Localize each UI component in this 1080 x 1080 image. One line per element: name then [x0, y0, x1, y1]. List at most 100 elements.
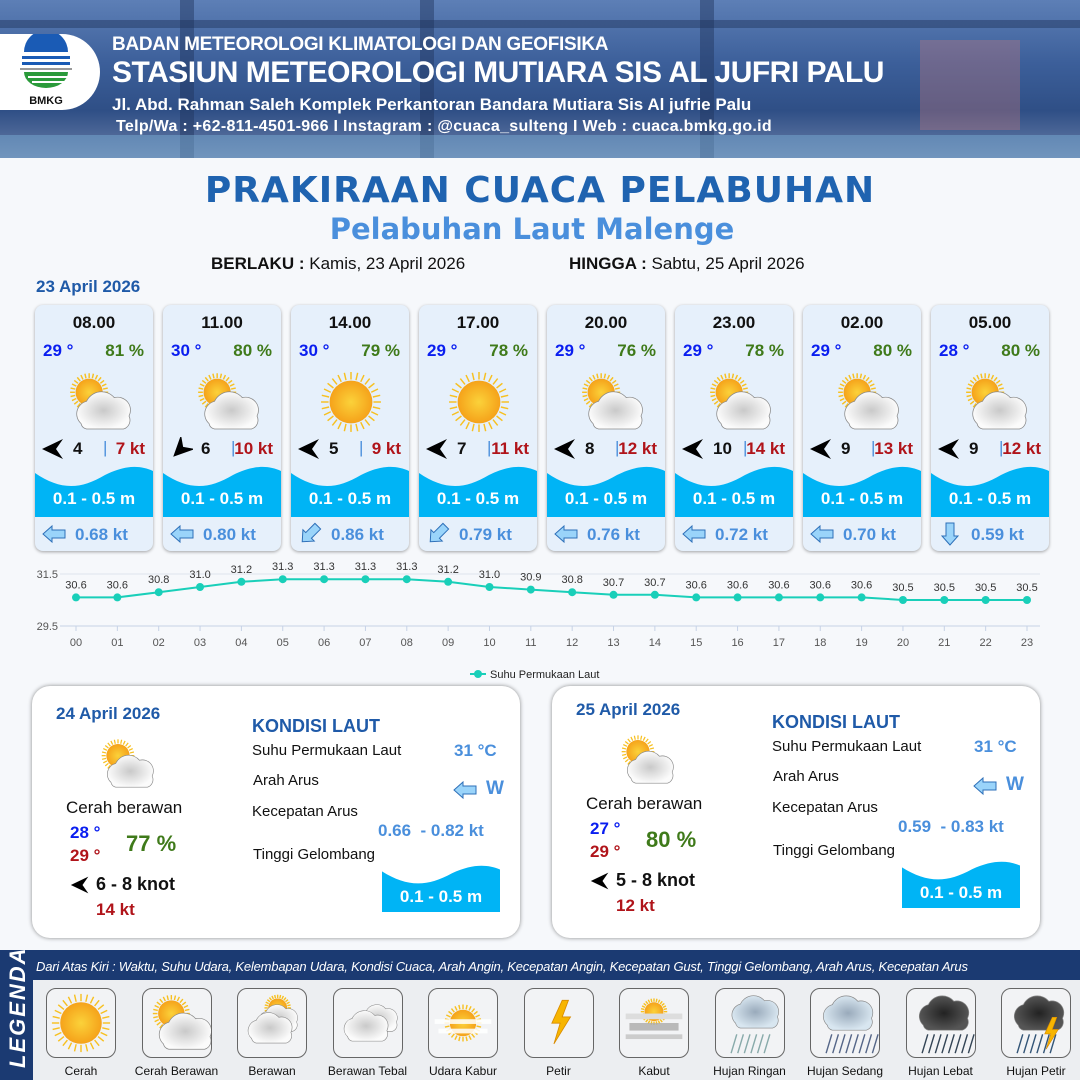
- wave-icon: [902, 860, 1020, 908]
- wave-height: 0.1 - 0.5 m: [52, 489, 136, 508]
- wave-height: 0.1 - 0.5 m: [180, 489, 264, 508]
- cerah-berawan-icon: [608, 730, 678, 790]
- wind-speed: 6: [201, 439, 211, 458]
- valid-to: HINGGA : Sabtu, 25 April 2026: [569, 254, 805, 274]
- data-point: [361, 575, 370, 584]
- berawan-tebal-icon: [332, 988, 403, 1058]
- x-tick-label: 00: [70, 637, 82, 649]
- wind-speed: 10: [713, 439, 732, 458]
- current-speed-label: Kecepatan Arus: [772, 799, 878, 816]
- separator: |: [231, 438, 236, 457]
- x-tick-label: 10: [483, 637, 495, 649]
- separator: |: [487, 438, 492, 457]
- data-point: [898, 596, 907, 604]
- current-info: 0.59 kt: [937, 521, 1047, 547]
- legend-description: Dari Atas Kiri : Waktu, Suhu Udara, Kele…: [36, 959, 968, 974]
- wind-info: 9 | 12 kt: [937, 437, 1043, 461]
- legend-label: Berawan: [248, 1064, 296, 1078]
- hourly-card: 02.00 29 ° 80 % 9 | 13 kt 0.1 - 0.5 m 0.…: [803, 305, 921, 551]
- wave-height: 0.1 - 0.5 m: [308, 489, 392, 508]
- data-point: [609, 590, 618, 599]
- data-point: [816, 593, 825, 602]
- data-label: 31.2: [231, 564, 252, 576]
- air-temperature: 29 °: [427, 341, 458, 360]
- cerah-icon: [315, 367, 387, 437]
- gust-speed: 12 kt: [1002, 439, 1041, 458]
- hourly-card: 11.00 30 ° 80 % 6 | 10 kt 0.1 - 0.5 m 0.…: [163, 305, 281, 551]
- gust-speed: 9 kt: [371, 439, 401, 458]
- data-label: 30.6: [727, 579, 748, 591]
- forecast-time: 14.00: [328, 313, 372, 332]
- current-direction-icon: [452, 777, 478, 808]
- current-direction-icon: [553, 521, 579, 547]
- cerah-berawan-icon: [955, 367, 1027, 437]
- data-point: [402, 575, 411, 584]
- wave-height: 0.1 - 0.5 m: [948, 489, 1032, 508]
- data-label: 30.9: [520, 572, 541, 584]
- air-temperature: 29 °: [43, 341, 74, 360]
- cerah-berawan-icon: [571, 367, 643, 437]
- sst-label: Suhu Permukaan Laut: [772, 738, 922, 755]
- wave-icon: [675, 465, 793, 517]
- data-point: [444, 577, 453, 586]
- wind-speed-range: 6 - 8 knot: [96, 874, 176, 894]
- humidity: 80 %: [1001, 341, 1040, 360]
- data-point: [568, 588, 577, 597]
- current-speed: 0.79 kt: [459, 525, 512, 544]
- data-point: [1023, 596, 1031, 604]
- data-point: [857, 593, 866, 602]
- air-temperature: 30 °: [299, 341, 330, 360]
- wave-height-label: Tinggi Gelombang: [253, 846, 376, 863]
- current-speed: 0.70 kt: [843, 525, 896, 544]
- wind-speed: 7: [457, 439, 467, 458]
- hourly-card: 08.00 29 ° 81 % 4 | 7 kt 0.1 - 0.5 m 0.6…: [35, 305, 153, 551]
- x-tick-label: 23: [1021, 637, 1033, 649]
- wave-height: 0.1 - 0.5 m: [436, 489, 520, 508]
- wave-icon: [291, 465, 409, 517]
- air-temperature: 28 °: [939, 341, 970, 360]
- x-tick-label: 07: [359, 637, 371, 649]
- daily-panel: 25 April 2026 Cerah berawan 27 ° 29 ° 80…: [552, 686, 1040, 938]
- data-label: 31.3: [313, 561, 334, 573]
- cerah-berawan-icon: [59, 367, 131, 437]
- x-tick-label: 22: [980, 637, 992, 649]
- wind-direction-icon: [70, 875, 90, 895]
- current-direction-icon: [972, 773, 998, 804]
- wind-speed: 9: [969, 439, 979, 458]
- gust-speed: 14 kt: [96, 900, 135, 919]
- data-point: [154, 588, 163, 597]
- data-point: [72, 593, 80, 602]
- cerah-berawan-icon: [699, 367, 771, 437]
- sea-condition-title: KONDISI LAUT: [772, 712, 900, 732]
- current-speed: 0.68 kt: [75, 525, 128, 544]
- x-tick-label: 08: [401, 637, 413, 649]
- hourly-card: 17.00 29 ° 78 % 7 | 11 kt 0.1 - 0.5 m 0.…: [419, 305, 537, 551]
- current-direction-icon: [425, 521, 451, 547]
- wind-info: 10 | 14 kt: [681, 437, 787, 461]
- x-tick-label: 02: [153, 637, 165, 649]
- humidity: 78 %: [489, 341, 528, 360]
- header-banner: [0, 0, 1080, 158]
- data-label: 30.6: [107, 579, 128, 591]
- legend-label: Hujan Lebat: [908, 1064, 973, 1078]
- x-tick-label: 15: [690, 637, 702, 649]
- gust-speed: 10 kt: [234, 439, 273, 458]
- data-label: 30.5: [1016, 582, 1037, 594]
- current-direction-icon: [169, 521, 195, 547]
- data-point: [526, 585, 535, 594]
- forecast-time: 17.00: [456, 313, 500, 332]
- separator: |: [103, 438, 108, 457]
- station-name: STASIUN METEOROLOGI MUTIARA SIS AL JUFRI…: [112, 56, 884, 89]
- wave-height: 0.1 - 0.5 m: [692, 489, 776, 508]
- wind-info: 9 | 13 kt: [809, 437, 915, 461]
- humidity: 79 %: [361, 341, 400, 360]
- data-label: 31.3: [272, 561, 293, 573]
- wind-info: 5 | 9 kt: [297, 437, 403, 461]
- wind-direction-icon: [937, 437, 961, 461]
- current-direction-icon: [297, 521, 323, 547]
- wave-icon: [163, 465, 281, 517]
- current-speed: 0.72 kt: [715, 525, 768, 544]
- forecast-time: 05.00: [968, 313, 1012, 332]
- min-temperature: 27 °: [590, 819, 621, 838]
- humidity: 81 %: [105, 341, 144, 360]
